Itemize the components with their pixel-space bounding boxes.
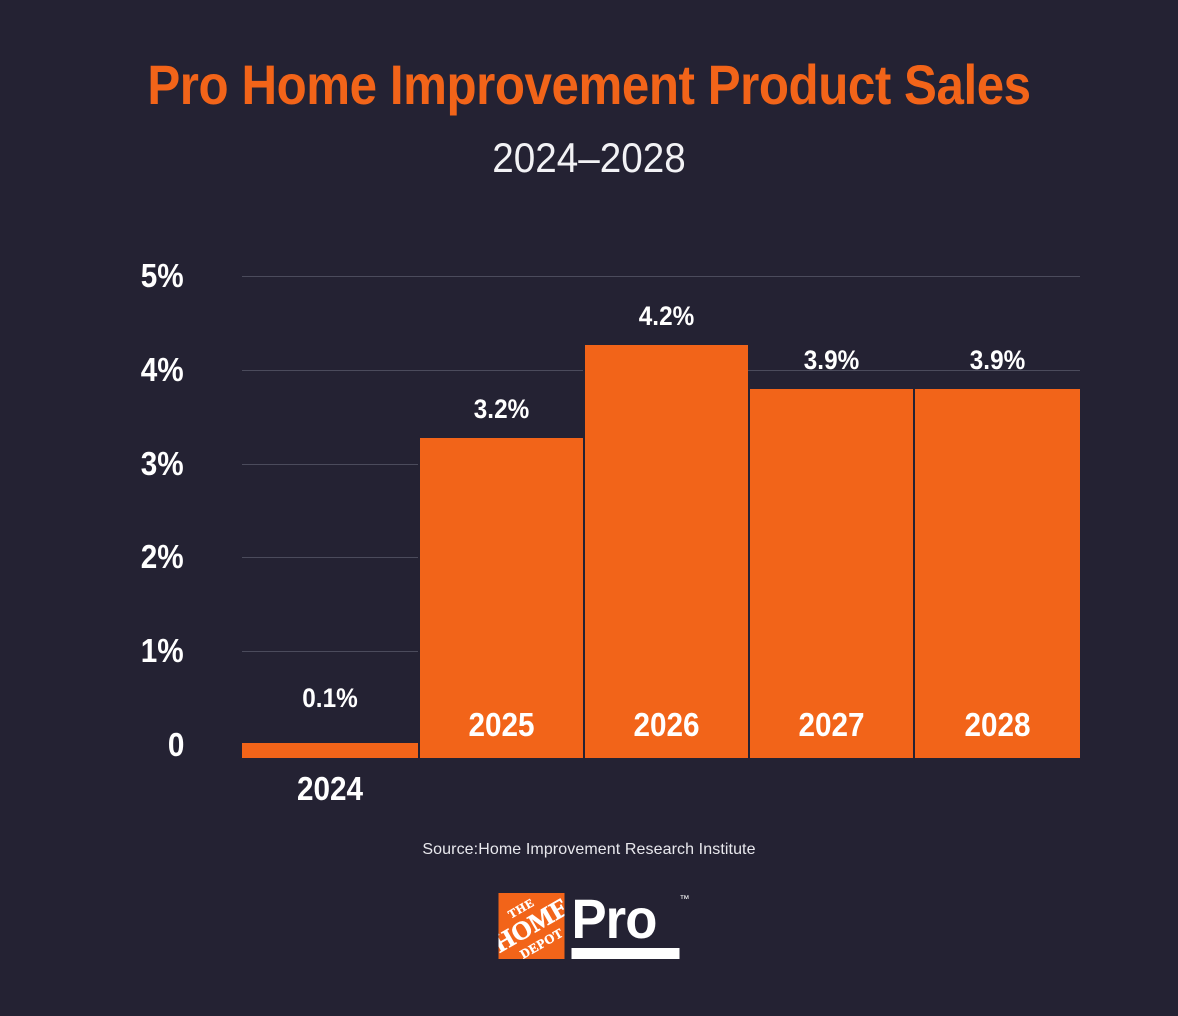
pro-wordmark-text: Pro — [571, 887, 658, 950]
home-depot-logo-icon: THE HOME DEPOT — [498, 893, 565, 959]
bar-2024[interactable]: 0.1% 2024 — [242, 683, 418, 807]
bar-category-2027: 2027 — [798, 706, 865, 743]
pro-wordmark: Pro ™ — [571, 887, 690, 959]
home-depot-pro-logo: THE HOME DEPOT Pro ™ — [498, 887, 690, 963]
chart-subtitle: 2024–2028 — [492, 134, 686, 181]
bar-2025[interactable]: 3.2% 2025 — [418, 394, 583, 758]
trademark-icon: ™ — [679, 894, 690, 905]
y-axis-tick-2: 2% — [141, 538, 184, 575]
bar-2028[interactable]: 3.9% 2028 — [913, 345, 1080, 758]
bar-category-2025: 2025 — [468, 706, 535, 743]
source-note: Source:Home Improvement Research Institu… — [422, 841, 756, 858]
bar-category-2028: 2028 — [964, 706, 1031, 743]
bar-2026[interactable]: 4.2% 2026 — [583, 301, 748, 758]
plot-area: 0.1% 2024 3.2% 2025 4.2% 2026 3.9% 2027 … — [242, 276, 1080, 807]
y-axis-labels: 5% 4% 3% 2% 1% 0 — [0, 240, 222, 780]
y-axis-tick-4: 4% — [141, 351, 184, 388]
bar-2027[interactable]: 3.9% 2027 — [748, 345, 913, 758]
bar-series: 0.1% 2024 3.2% 2025 4.2% 2026 3.9% 2027 … — [242, 276, 1080, 807]
bar-value-2024: 0.1% — [302, 683, 358, 713]
bar-category-2026: 2026 — [633, 706, 700, 743]
y-axis-tick-0: 0 — [167, 726, 184, 763]
y-axis-tick-5: 5% — [141, 257, 184, 294]
bar-value-2027: 3.9% — [803, 345, 860, 375]
pro-wordmark-underline — [571, 947, 680, 959]
y-axis-tick-1: 1% — [141, 632, 184, 669]
bar-value-2026: 4.2% — [638, 301, 695, 331]
bar-value-2028: 3.9% — [969, 345, 1026, 375]
home-depot-logo-text: THE HOME DEPOT — [499, 893, 565, 959]
bar-category-2024: 2024 — [296, 770, 364, 807]
bar-value-2025: 3.2% — [473, 394, 530, 424]
y-axis-tick-3: 3% — [141, 445, 184, 482]
chart-title: Pro Home Improvement Product Sales — [147, 53, 1031, 116]
